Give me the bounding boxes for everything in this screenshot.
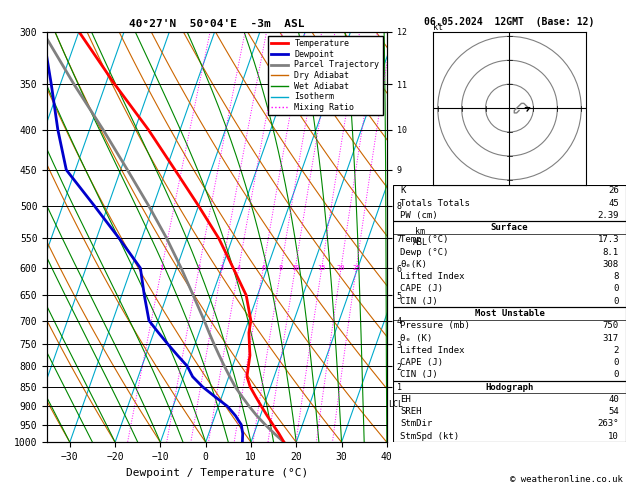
Bar	[393, 307, 626, 381]
Text: 6: 6	[261, 265, 265, 271]
Text: Totals Totals: Totals Totals	[400, 199, 470, 208]
Bar	[393, 381, 626, 442]
Text: © weatheronline.co.uk: © weatheronline.co.uk	[510, 474, 623, 484]
Bar	[393, 185, 626, 222]
Text: 25: 25	[352, 265, 360, 271]
Text: Surface: Surface	[491, 223, 528, 232]
Text: 2: 2	[613, 346, 619, 355]
Text: 54: 54	[608, 407, 619, 416]
Text: EH: EH	[400, 395, 411, 404]
Text: Dewp (°C): Dewp (°C)	[400, 248, 448, 257]
Text: Lifted Index: Lifted Index	[400, 346, 465, 355]
Text: θₑ(K): θₑ(K)	[400, 260, 427, 269]
Text: 263°: 263°	[598, 419, 619, 428]
Text: 750: 750	[603, 321, 619, 330]
Text: 40: 40	[608, 395, 619, 404]
Text: 317: 317	[603, 333, 619, 343]
Text: 308: 308	[603, 260, 619, 269]
Title: 40°27'N  50°04'E  -3m  ASL: 40°27'N 50°04'E -3m ASL	[129, 19, 305, 30]
Text: 3: 3	[220, 265, 224, 271]
Text: K: K	[400, 186, 406, 195]
Text: 20: 20	[337, 265, 345, 271]
Text: 1: 1	[160, 265, 164, 271]
Text: Lifted Index: Lifted Index	[400, 272, 465, 281]
Text: StmSpd (kt): StmSpd (kt)	[400, 432, 459, 441]
Text: 4: 4	[237, 265, 241, 271]
Legend: Temperature, Dewpoint, Parcel Trajectory, Dry Adiabat, Wet Adiabat, Isotherm, Mi: Temperature, Dewpoint, Parcel Trajectory…	[268, 36, 382, 115]
Text: 0: 0	[613, 370, 619, 379]
Text: CIN (J): CIN (J)	[400, 297, 438, 306]
Text: 15: 15	[318, 265, 326, 271]
Text: CAPE (J): CAPE (J)	[400, 358, 443, 367]
Text: StmDir: StmDir	[400, 419, 432, 428]
Text: Most Unstable: Most Unstable	[474, 309, 545, 318]
Text: Hodograph: Hodograph	[486, 382, 533, 392]
Text: 45: 45	[608, 199, 619, 208]
Text: θₑ (K): θₑ (K)	[400, 333, 432, 343]
Text: 26: 26	[608, 186, 619, 195]
Text: 17.3: 17.3	[598, 235, 619, 244]
Text: 8: 8	[613, 272, 619, 281]
Text: Pressure (mb): Pressure (mb)	[400, 321, 470, 330]
Text: PW (cm): PW (cm)	[400, 211, 438, 220]
Text: 06.05.2024  12GMT  (Base: 12): 06.05.2024 12GMT (Base: 12)	[425, 17, 594, 27]
Text: kt: kt	[433, 22, 443, 32]
Bar	[393, 222, 626, 307]
Text: 8: 8	[279, 265, 283, 271]
Text: 8.1: 8.1	[603, 248, 619, 257]
Text: 0: 0	[613, 297, 619, 306]
Text: 2.39: 2.39	[598, 211, 619, 220]
X-axis label: Dewpoint / Temperature (°C): Dewpoint / Temperature (°C)	[126, 468, 308, 478]
Text: 2: 2	[197, 265, 201, 271]
Text: 0: 0	[613, 284, 619, 294]
Text: CIN (J): CIN (J)	[400, 370, 438, 379]
Text: SREH: SREH	[400, 407, 421, 416]
Text: 10: 10	[608, 432, 619, 441]
Text: CAPE (J): CAPE (J)	[400, 284, 443, 294]
Text: 10: 10	[291, 265, 299, 271]
Text: LCL: LCL	[387, 400, 403, 409]
Text: Temp (°C): Temp (°C)	[400, 235, 448, 244]
Y-axis label: km
ASL: km ASL	[413, 227, 428, 246]
Text: 0: 0	[613, 358, 619, 367]
